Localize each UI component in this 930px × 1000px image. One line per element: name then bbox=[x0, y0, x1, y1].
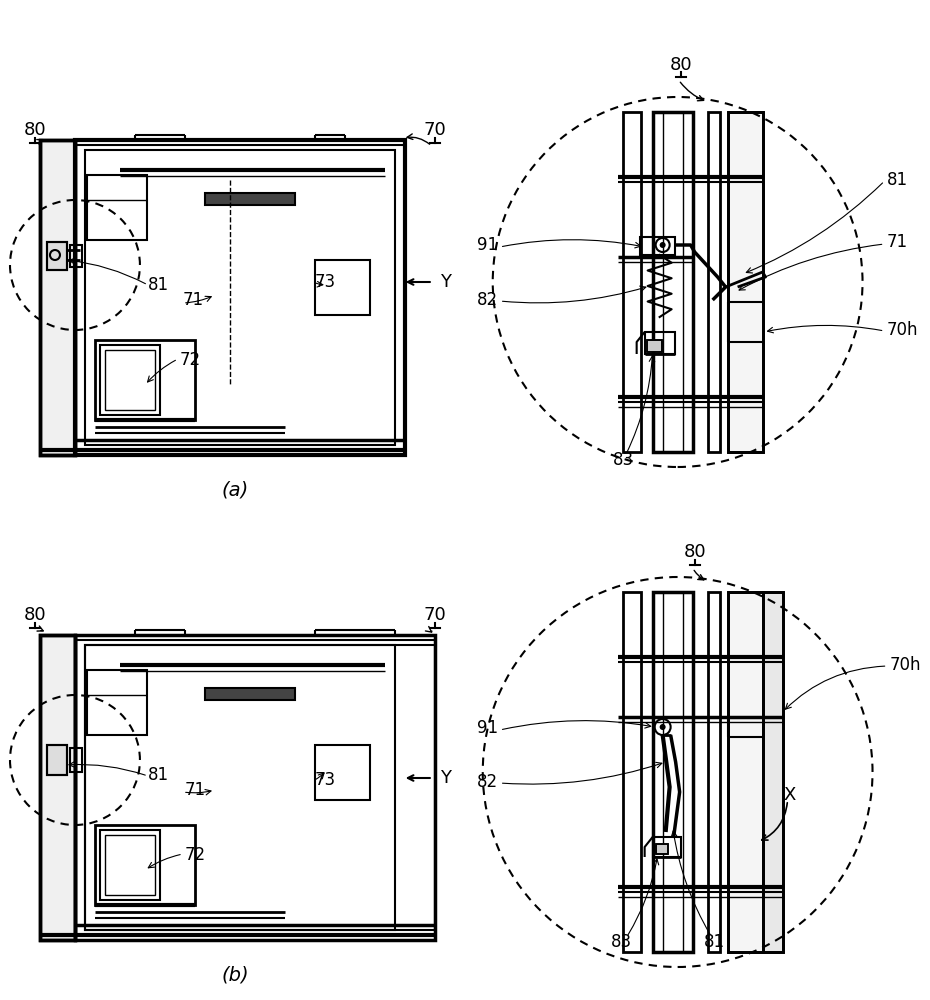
Bar bbox=[75, 140, 405, 455]
Bar bbox=[646, 340, 661, 352]
Bar bbox=[86, 670, 147, 735]
Bar bbox=[85, 645, 395, 930]
Text: 91: 91 bbox=[476, 236, 498, 254]
Bar bbox=[100, 345, 160, 415]
Bar bbox=[40, 635, 75, 940]
Bar bbox=[727, 592, 763, 952]
Text: 82: 82 bbox=[476, 291, 498, 309]
Bar bbox=[646, 340, 661, 352]
Bar bbox=[100, 830, 160, 900]
Text: 80: 80 bbox=[23, 606, 46, 624]
Bar bbox=[105, 350, 155, 410]
Text: 72: 72 bbox=[179, 351, 201, 369]
Bar bbox=[708, 592, 720, 952]
Bar bbox=[727, 112, 763, 452]
Text: Y: Y bbox=[440, 769, 451, 787]
Text: 80: 80 bbox=[670, 56, 692, 74]
Bar bbox=[40, 635, 75, 940]
Bar bbox=[85, 645, 434, 930]
Text: 72: 72 bbox=[185, 846, 206, 864]
Bar bbox=[653, 112, 693, 452]
Bar bbox=[75, 635, 434, 940]
Text: 73: 73 bbox=[315, 771, 336, 789]
Text: 80: 80 bbox=[23, 121, 46, 139]
Bar bbox=[763, 592, 782, 952]
Bar bbox=[47, 745, 67, 775]
Bar bbox=[708, 112, 720, 452]
Text: 70h: 70h bbox=[889, 656, 921, 674]
Bar bbox=[105, 835, 155, 895]
Text: 81: 81 bbox=[704, 933, 725, 951]
Text: 70h: 70h bbox=[886, 321, 918, 339]
Text: (b): (b) bbox=[221, 966, 248, 984]
Bar bbox=[727, 112, 763, 452]
Text: (a): (a) bbox=[221, 481, 248, 499]
Text: X: X bbox=[783, 786, 796, 804]
Circle shape bbox=[659, 242, 666, 248]
Text: 83: 83 bbox=[613, 451, 634, 469]
Text: 81: 81 bbox=[148, 766, 169, 784]
Text: 83: 83 bbox=[611, 933, 632, 951]
Text: 80: 80 bbox=[684, 543, 706, 561]
Bar bbox=[623, 592, 641, 952]
Bar bbox=[40, 140, 75, 455]
Bar bbox=[727, 592, 763, 952]
Bar bbox=[205, 193, 295, 205]
Bar bbox=[85, 150, 395, 445]
Bar bbox=[205, 688, 295, 700]
Bar bbox=[47, 242, 67, 270]
Bar bbox=[315, 745, 370, 800]
Bar bbox=[640, 237, 674, 255]
Text: 71: 71 bbox=[185, 781, 206, 799]
Bar bbox=[653, 837, 681, 857]
Bar bbox=[656, 844, 668, 854]
Text: 73: 73 bbox=[315, 273, 336, 291]
Text: 82: 82 bbox=[476, 773, 498, 791]
Text: 91: 91 bbox=[476, 719, 498, 737]
Bar bbox=[86, 175, 147, 240]
Bar bbox=[95, 825, 195, 905]
Bar bbox=[653, 592, 693, 952]
Bar bbox=[315, 260, 370, 315]
Bar bbox=[70, 245, 82, 267]
Text: 81: 81 bbox=[886, 171, 908, 189]
Bar bbox=[40, 140, 75, 455]
Text: 81: 81 bbox=[148, 276, 169, 294]
Text: 71: 71 bbox=[886, 233, 908, 251]
Bar bbox=[70, 748, 82, 772]
Bar bbox=[763, 592, 782, 952]
Text: Y: Y bbox=[440, 273, 451, 291]
Bar bbox=[623, 112, 641, 452]
Bar bbox=[656, 844, 668, 854]
Bar bbox=[95, 340, 195, 420]
Text: 71: 71 bbox=[183, 291, 204, 309]
Bar bbox=[644, 332, 674, 354]
Bar bbox=[47, 242, 67, 270]
Circle shape bbox=[659, 724, 666, 730]
Text: 70: 70 bbox=[423, 606, 446, 624]
Bar bbox=[47, 745, 67, 775]
Text: 70: 70 bbox=[423, 121, 446, 139]
